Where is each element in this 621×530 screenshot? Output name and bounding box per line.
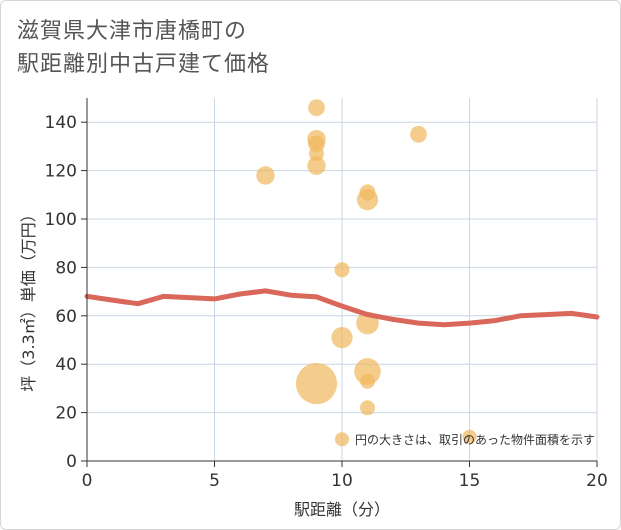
y-tick-label-100: 100	[45, 210, 77, 230]
y-tick-label-40: 40	[55, 355, 77, 375]
x-tick-label-20: 20	[586, 471, 608, 491]
y-axis-label: 坪（3.3㎡）単価（万円）	[19, 206, 38, 391]
data-point-8	[356, 189, 379, 211]
y-tick-label-120: 120	[45, 162, 77, 182]
data-point-13	[359, 373, 376, 389]
tick-labels: 0 20 40 60 80 100 120 140 0 5 10 15 20	[45, 113, 608, 491]
x-tick-label-0: 0	[82, 471, 93, 491]
data-point-0	[308, 99, 325, 117]
trend-line-group	[84, 288, 600, 328]
chart-title: 滋賀県大津市唐橋町の 駅距離別中古戸建て価格	[17, 15, 270, 81]
trend-line-0	[84, 288, 600, 328]
y-tick-label-0: 0	[66, 452, 77, 472]
x-tick-label-5: 5	[209, 471, 220, 491]
data-point-6	[410, 125, 427, 143]
x-tick-label-10: 10	[331, 471, 353, 491]
data-point-14	[295, 362, 338, 405]
data-point-16	[334, 432, 350, 447]
y-tick-label-140: 140	[45, 113, 77, 133]
data-point-15	[359, 400, 376, 416]
x-tick-label-15: 15	[459, 471, 481, 491]
chart-title-line-2: 駅距離別中古戸建て価格	[17, 52, 271, 77]
x-axis-label: 駅距離（分）	[294, 500, 390, 519]
y-tick-label-60: 60	[55, 307, 77, 327]
data-point-11	[331, 326, 353, 349]
data-point-9	[334, 262, 350, 278]
y-tick-label-20: 20	[55, 404, 77, 424]
size-note: 円の大きさは、取引のあった物件面積を示す	[355, 432, 595, 447]
y-tick-label-80: 80	[55, 258, 77, 278]
data-point-17	[462, 429, 477, 444]
chart-title-line-1: 滋賀県大津市唐橋町の	[17, 19, 248, 44]
data-points	[256, 99, 477, 447]
data-point-4	[307, 156, 326, 175]
grid-lines	[87, 98, 598, 461]
data-point-5	[256, 166, 275, 185]
